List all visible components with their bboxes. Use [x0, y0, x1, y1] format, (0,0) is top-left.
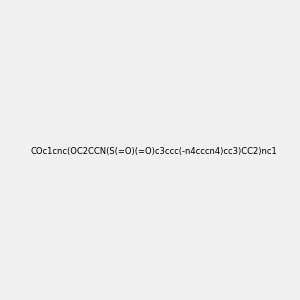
Text: COc1cnc(OC2CCN(S(=O)(=O)c3ccc(-n4cccn4)cc3)CC2)nc1: COc1cnc(OC2CCN(S(=O)(=O)c3ccc(-n4cccn4)c…: [30, 147, 277, 156]
